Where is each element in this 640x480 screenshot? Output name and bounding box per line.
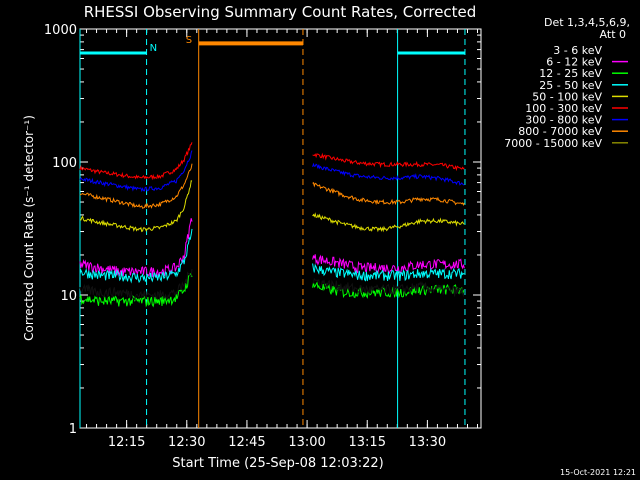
x-tick-label: 12:30	[168, 435, 205, 450]
series-line-4-seg0	[79, 218, 193, 278]
legend-label: 100 - 300 keV	[525, 102, 602, 115]
series-line-4-seg1	[312, 254, 465, 275]
series-line-0-seg0	[79, 142, 193, 181]
x-tick-label: 13:00	[288, 435, 325, 450]
y-tick-label: 1000	[44, 23, 77, 38]
series-line-3-seg0	[79, 180, 193, 233]
y-tick-label: 100	[52, 156, 77, 171]
series-line-1-seg1	[312, 162, 465, 186]
x-tick-label: 13:15	[349, 435, 386, 450]
series-line-2-seg0	[79, 163, 193, 209]
legend-label: 50 - 100 keV	[532, 90, 602, 103]
series-line-2-seg1	[312, 182, 465, 206]
series-line-3-seg1	[312, 212, 465, 233]
y-tick-label: 1	[69, 422, 77, 437]
saa-label: S	[186, 35, 192, 46]
series-line-6-seg0	[79, 273, 193, 308]
series-line-0-seg1	[312, 152, 465, 172]
legend-label: 7000 - 15000 keV	[504, 137, 602, 150]
y-axis-label: Corrected Count Rate (s⁻¹ detector⁻¹)	[22, 115, 36, 341]
series-line-7-seg0	[79, 269, 193, 301]
legend-label: 300 - 800 keV	[525, 114, 602, 127]
legend-label: 6 - 12 keV	[546, 56, 602, 69]
series-line-5-seg0	[79, 228, 193, 284]
series-line-1-seg0	[79, 150, 193, 193]
chart-title: RHESSI Observing Summary Count Rates, Co…	[84, 3, 477, 21]
x-axis-label: Start Time (25-Sep-08 12:03:22)	[172, 456, 383, 471]
x-tick-label: 13:30	[409, 435, 446, 450]
legend-label: 25 - 50 keV	[539, 79, 602, 92]
legend-label: 3 - 6 keV	[553, 44, 602, 57]
legend-header-line-2: Att 0	[600, 28, 626, 41]
legend-header-line-1: Det 1,3,4,5,6,9,	[544, 16, 630, 29]
y-tick-label: 10	[60, 289, 77, 304]
legend-label: 800 - 7000 keV	[518, 125, 602, 138]
x-tick-label: 12:15	[108, 435, 145, 450]
x-tick-label: 12:45	[228, 435, 265, 450]
night-label: N	[150, 43, 157, 54]
series-line-7-seg1	[312, 277, 465, 298]
footer-timestamp: 15-Oct-2021 12:21	[560, 468, 636, 477]
series-line-5-seg1	[312, 263, 465, 282]
legend-label: 12 - 25 keV	[539, 67, 602, 80]
